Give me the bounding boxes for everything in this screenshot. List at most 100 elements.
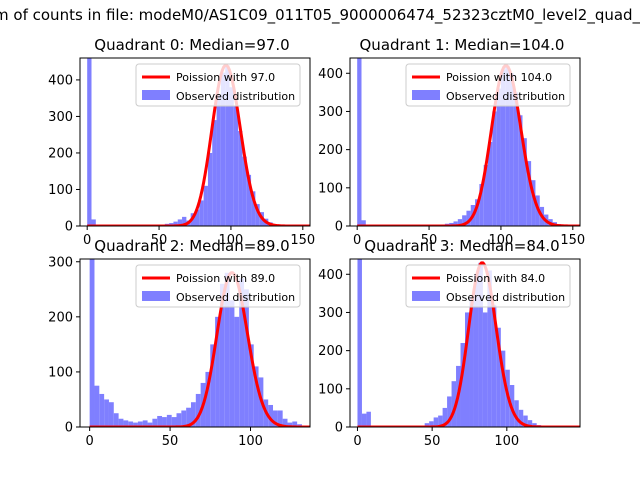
histogram-bar bbox=[277, 410, 283, 427]
histogram-bar bbox=[186, 407, 191, 427]
histogram-bar bbox=[531, 180, 536, 226]
legend-bar-label: Observed distribution bbox=[176, 291, 295, 304]
histogram-bar bbox=[500, 350, 506, 427]
x-tick-label: 50 bbox=[421, 233, 438, 248]
histogram-bar bbox=[482, 312, 488, 427]
histogram-bar bbox=[248, 344, 254, 427]
histogram-bar bbox=[118, 418, 124, 427]
legend-line-label: Poission with 104.0 bbox=[446, 71, 552, 84]
x-tick-label: 0 bbox=[83, 233, 91, 248]
legend-box bbox=[405, 63, 571, 107]
histogram-bar bbox=[205, 371, 211, 427]
histogram-bar bbox=[104, 399, 109, 427]
histogram-bar bbox=[433, 417, 439, 427]
histogram-bar bbox=[514, 400, 519, 427]
y-tick-label: 100 bbox=[48, 365, 73, 380]
axes-frame bbox=[349, 258, 581, 428]
chart-panel-quadrant-1: 0 50 100 150 0 100 200 300 400 Poission with 104.… bbox=[318, 57, 585, 248]
histogram-bar bbox=[292, 421, 298, 427]
poisson-line bbox=[87, 63, 310, 226]
chart-2-title: Quadrant 2: Median=89.0 bbox=[94, 237, 289, 255]
legend-bar-swatch bbox=[412, 90, 440, 100]
histogram-bar bbox=[451, 381, 457, 427]
y-tick-label: 100 bbox=[48, 183, 73, 198]
legend-bar-swatch bbox=[412, 291, 440, 301]
histogram-bar bbox=[457, 219, 463, 226]
legend-box bbox=[135, 63, 301, 107]
histogram-bar bbox=[147, 422, 153, 427]
axes-frame bbox=[79, 258, 311, 428]
histogram-bar bbox=[491, 304, 497, 427]
figure-suptitle: Histogram of counts in file: modeM0/AS1C… bbox=[0, 6, 640, 25]
histogram-bar bbox=[492, 111, 497, 226]
histogram-bar bbox=[487, 270, 492, 427]
y-tick-label: 300 bbox=[318, 306, 343, 321]
histogram-bar bbox=[460, 343, 465, 427]
histogram-bar bbox=[173, 221, 178, 226]
histogram-bar bbox=[429, 421, 434, 427]
histogram-bar bbox=[87, 58, 92, 226]
histogram-bar bbox=[479, 184, 484, 226]
histogram-bar bbox=[220, 72, 226, 226]
x-tick-label: 100 bbox=[489, 233, 514, 248]
histogram-bar bbox=[475, 199, 480, 226]
histogram-bar bbox=[509, 73, 514, 226]
histogram-bar bbox=[238, 131, 243, 226]
chart-panel-quadrant-2: 0 50 100 0 100 200 300 Poission with 89.0 Observ… bbox=[48, 255, 311, 449]
histogram-bar bbox=[357, 58, 362, 226]
histogram-bar bbox=[108, 402, 114, 427]
histogram-bar bbox=[216, 94, 221, 226]
histogram-bar bbox=[212, 120, 217, 226]
y-tick-label: 0 bbox=[65, 421, 73, 436]
histogram-bar bbox=[453, 221, 458, 226]
histogram-bar bbox=[113, 413, 119, 427]
x-tick-label: 100 bbox=[219, 233, 244, 248]
histogram-bar bbox=[215, 316, 220, 427]
x-tick-label: 100 bbox=[494, 434, 519, 449]
histogram-bar bbox=[152, 418, 158, 427]
chart-panel-quadrant-0: 0 50 100 150 0 100 200 300 400 Poission with 97.0… bbox=[48, 57, 315, 248]
legend-bar-label: Observed distribution bbox=[446, 90, 565, 103]
histogram-bar bbox=[157, 415, 163, 427]
histogram-bar bbox=[526, 161, 532, 226]
histogram-bar bbox=[361, 220, 366, 226]
histogram-bar bbox=[523, 415, 528, 427]
histogram-bar bbox=[357, 259, 362, 427]
histogram-bar bbox=[229, 300, 235, 427]
histogram-bar bbox=[190, 402, 196, 427]
axes-frame bbox=[79, 57, 311, 227]
chart-3-title: Quadrant 3: Median=84.0 bbox=[364, 237, 559, 255]
histogram-bar bbox=[181, 410, 187, 427]
histogram-bar bbox=[203, 185, 208, 226]
poisson-line bbox=[89, 271, 310, 427]
histogram-bar bbox=[442, 407, 448, 427]
histogram-bar bbox=[166, 414, 172, 427]
histogram-bar bbox=[496, 88, 501, 226]
histogram-bar bbox=[142, 420, 148, 427]
histogram-bar bbox=[465, 312, 470, 427]
histogram-bar bbox=[282, 418, 288, 427]
y-tick-label: 0 bbox=[335, 220, 343, 235]
legend-line-label: Poission with 89.0 bbox=[176, 272, 275, 285]
histogram-bar bbox=[91, 219, 96, 226]
y-tick-label: 300 bbox=[318, 105, 343, 120]
poisson-line bbox=[357, 64, 580, 226]
histogram-bar bbox=[532, 423, 537, 427]
histogram-bar bbox=[273, 410, 278, 427]
plot-area bbox=[89, 259, 310, 427]
histogram-bar bbox=[522, 138, 527, 226]
histogram-bar bbox=[447, 396, 452, 427]
y-tick-label: 200 bbox=[48, 146, 73, 161]
legend-bar-label: Observed distribution bbox=[176, 90, 295, 103]
histogram-bar bbox=[246, 174, 252, 226]
histogram-bar bbox=[513, 92, 519, 226]
histogram-bar bbox=[424, 423, 430, 427]
histogram-bar bbox=[207, 152, 213, 226]
histogram-bar bbox=[133, 422, 138, 427]
histogram-bar bbox=[462, 215, 467, 226]
histogram-bar bbox=[225, 65, 230, 226]
legend-box bbox=[405, 264, 571, 308]
histogram-bar bbox=[89, 259, 95, 427]
histogram-bar bbox=[229, 87, 234, 226]
